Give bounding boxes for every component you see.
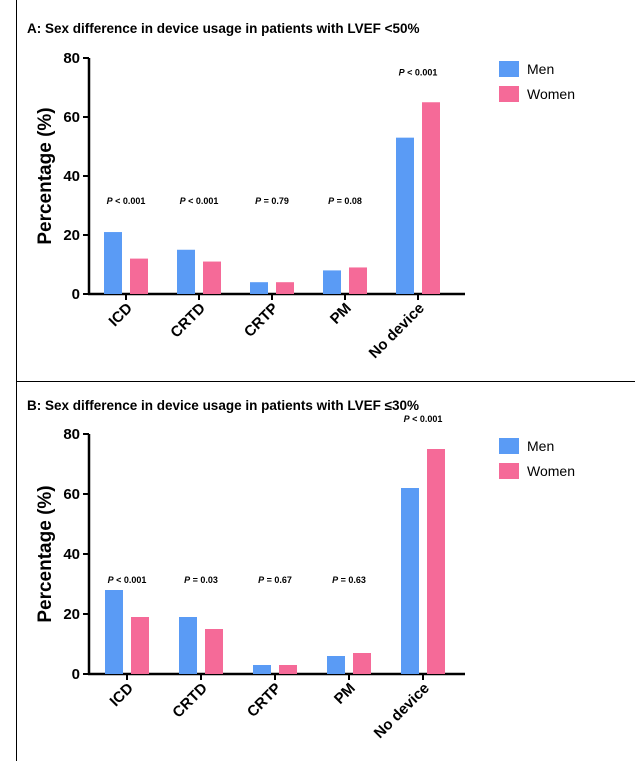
x-tick-label: ICD (106, 300, 136, 330)
y-tick-label: 40 (63, 168, 80, 185)
y-tick-label: 0 (72, 666, 80, 683)
p-value-label: P = 0.79 (255, 196, 289, 206)
y-tick-label: 20 (63, 606, 80, 623)
p-value-label: P < 0.001 (404, 414, 443, 424)
bar-women-pm (353, 653, 371, 674)
bar-women-no-device (427, 449, 445, 674)
p-value-label: P = 0.03 (184, 575, 218, 585)
x-tick-label: CRTP (244, 680, 285, 721)
panel-a-title: A: Sex difference in device usage in pat… (27, 21, 420, 36)
x-tick-label: PM (327, 300, 355, 328)
bar-men-crtd (179, 617, 197, 674)
panel-b: B: Sex difference in device usage in pat… (16, 381, 635, 761)
bar-men-crtd (177, 249, 195, 294)
p-value-label: P < 0.001 (399, 67, 438, 77)
x-tick-label: No device (371, 680, 433, 742)
bar-women-pm (349, 267, 367, 294)
p-value-label: P = 0.08 (328, 196, 362, 206)
panel-a: A: Sex difference in device usage in pat… (16, 0, 635, 381)
legend-label-women: Women (527, 86, 575, 102)
y-tick-label: 80 (63, 426, 80, 443)
y-tick-label: 0 (72, 286, 80, 303)
y-tick-label: 60 (63, 486, 80, 503)
y-axis-label: Percentage (%) (35, 107, 56, 244)
legend-swatch-men (499, 438, 519, 454)
bar-women-crtd (205, 629, 223, 674)
x-tick-label: CRTP (241, 300, 282, 341)
bar-women-crtp (279, 665, 297, 674)
legend-swatch-women (499, 463, 519, 479)
y-tick-label: 40 (63, 546, 80, 563)
bar-women-icd (130, 258, 148, 294)
x-tick-label: CRTD (169, 680, 211, 722)
bar-women-no-device (422, 102, 440, 294)
p-value-label: P = 0.67 (258, 575, 292, 585)
x-tick-label: No device (366, 300, 428, 362)
bar-men-icd (105, 590, 123, 674)
panel-b-title: B: Sex difference in device usage in pat… (27, 398, 420, 413)
bar-men-icd (104, 232, 122, 294)
chart-b: Percentage (%) 0 20 40 60 80 ICD P < 0.001 CRTD P… (35, 414, 575, 742)
p-value-label: P < 0.001 (108, 575, 147, 585)
x-tick-label: CRTD (167, 300, 209, 342)
bar-women-crtd (203, 261, 221, 294)
legend-label-men: Men (527, 61, 554, 77)
bar-men-no-device (401, 488, 419, 674)
legend-swatch-men (499, 61, 519, 77)
bar-men-pm (323, 270, 341, 294)
y-tick-label: 20 (63, 227, 80, 244)
bar-women-icd (131, 617, 149, 674)
y-axis-label: Percentage (%) (35, 485, 56, 622)
legend-label-women: Women (527, 463, 575, 479)
bar-men-pm (327, 656, 345, 674)
bar-men-crtp (253, 665, 271, 674)
p-value-label: P < 0.001 (107, 196, 146, 206)
bar-men-crtp (250, 282, 268, 294)
y-tick-label: 60 (63, 109, 80, 126)
y-tick-label: 80 (63, 50, 80, 67)
x-tick-label: ICD (107, 680, 137, 710)
chart-a: Percentage (%) 0 20 40 60 80 ICD P < 0.001 CRTD P… (35, 50, 575, 362)
legend-label-men: Men (527, 438, 554, 454)
bar-men-no-device (396, 137, 414, 294)
legend-swatch-women (499, 86, 519, 102)
bar-women-crtp (276, 282, 294, 294)
x-tick-label: PM (331, 680, 359, 708)
p-value-label: P < 0.001 (180, 196, 219, 206)
p-value-label: P = 0.63 (332, 575, 366, 585)
